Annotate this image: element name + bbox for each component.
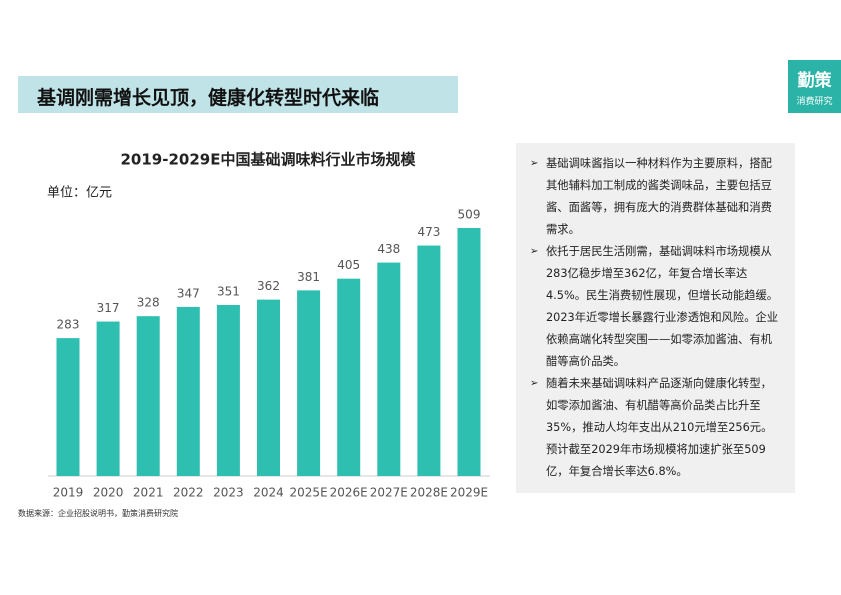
x-tick-label: 2021 [133,486,164,500]
bar [297,290,321,476]
bar [337,278,361,476]
x-tick-label: 2019 [53,486,84,500]
value-label: 362 [257,279,280,293]
note-item: 基础调味酱指以一种材料作为主要原料，搭配其他辅料加工制成的酱类调味品，主要包括豆… [530,153,781,241]
logo-subtitle: 消费研究 [796,97,833,107]
bar [257,299,280,476]
x-tick-label: 2027E [370,486,408,500]
unit-label: 单位：亿元 [47,186,112,201]
value-label: 509 [458,208,481,222]
bar [136,316,160,476]
source-note: 数据来源：企业招股说明书，勤策消费研究院 [18,509,178,518]
bar [216,304,240,476]
logo-name: 勤策 [797,71,832,91]
value-label: 317 [97,301,120,315]
logo: 勤策 消费研究 [788,60,841,113]
chart-title: 2019-2029E中国基础调味料行业市场规模 [121,151,417,169]
bar [96,321,120,476]
value-label: 347 [177,286,200,300]
value-label: 405 [337,258,360,272]
x-tick-label: 2022 [173,486,204,500]
note-item: 依托于居民生活刚需，基础调味料市场规模从283亿稳步增至362亿，年复合增长率达… [530,241,781,373]
chart: 2019-2029E中国基础调味料行业市场规模 单位：亿元 283 2019 317… [47,151,490,500]
bar [417,245,441,476]
bar [56,338,80,476]
header-bar: 基调刚需增长见顶，健康化转型时代来临 [18,76,458,113]
bar [176,306,200,476]
value-label: 283 [57,318,80,332]
x-tick-label: 2023 [213,486,244,500]
value-label: 473 [417,225,440,239]
bar [377,262,401,476]
bar [457,228,481,476]
value-label: 351 [217,284,240,298]
note-item: 随着未来基础调味料产品逐渐向健康化转型，如零添加酱油、有机醋等高价品类占比升至3… [530,373,781,483]
header-title: 基调刚需增长见顶，健康化转型时代来临 [37,87,380,109]
x-tick-label: 2028E [410,486,448,500]
value-label: 328 [137,296,160,310]
x-tick-label: 2020 [93,486,124,500]
value-label: 438 [377,242,400,256]
x-tick-label: 2026E [330,486,368,500]
x-tick-label: 2025E [290,486,328,500]
x-tick-label: 2029E [450,486,488,500]
value-label: 381 [297,270,320,284]
notes-panel: 基础调味酱指以一种材料作为主要原料，搭配其他辅料加工制成的酱类调味品，主要包括豆… [516,143,795,493]
x-tick-label: 2024 [253,486,284,500]
